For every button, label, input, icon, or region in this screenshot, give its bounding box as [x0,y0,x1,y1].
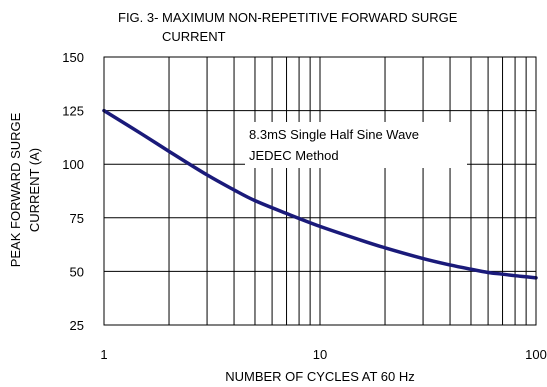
y-tick-label: 75 [70,211,84,226]
x-tick-label: 100 [525,347,547,362]
surge-current-line [102,108,538,280]
y-tick-label: 125 [62,104,84,119]
annotation-box [245,122,467,168]
x-tick-label: 10 [313,347,327,362]
y-tick-label: 100 [62,157,84,172]
y-tick-label: 150 [62,50,84,65]
y-tick-label: 50 [70,264,84,279]
tick-labels: 25 50 75 100 125 150 1 10 100 [62,50,547,362]
x-tick-label: 1 [100,347,107,362]
y-tick-label: 25 [70,318,84,333]
chart-title-line-2: CURRENT [162,29,226,44]
chart-title-line-1: FIG. 3- MAXIMUM NON-REPETITIVE FORWARD S… [118,10,458,25]
annotation-line-2: JEDEC Method [249,148,339,163]
plot-frame [103,56,537,326]
series [102,108,538,280]
grid [104,57,536,325]
x-axis-label: NUMBER OF CYCLES AT 60 Hz [225,369,415,384]
y-axis-label-line-2: CURRENT (A) [27,148,42,232]
y-axis-label-line-1: PEAK FORWARD SURGE [8,112,23,267]
annotation-line-1: 8.3mS Single Half Sine Wave [249,127,419,142]
